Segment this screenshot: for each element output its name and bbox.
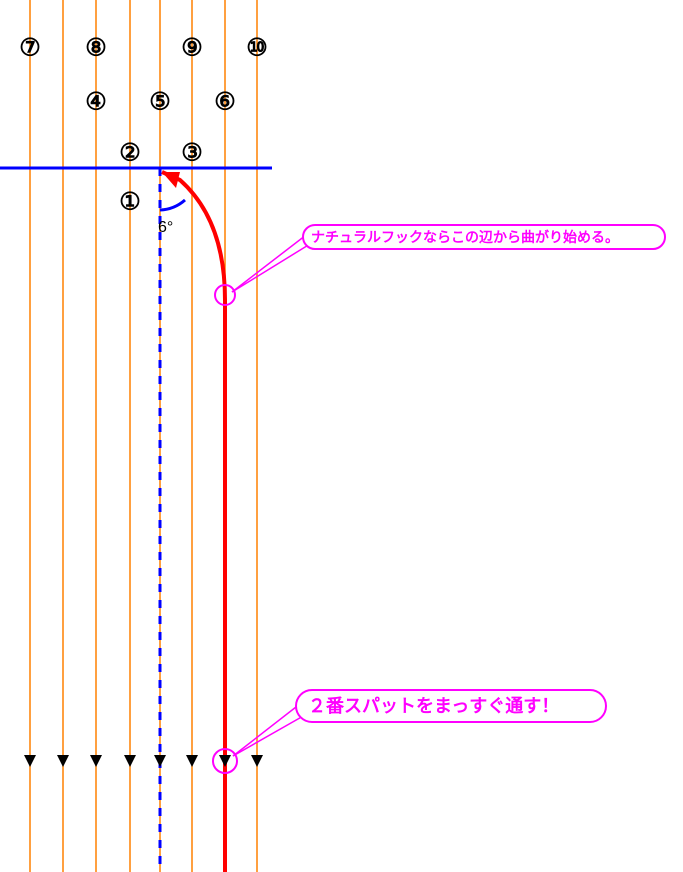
- bowling-lane-diagram: ① ② ③ ④ ⑤ ⑥ ⑦ ⑧ ⑨ ⑩ 6° ナチュラルフックならこの辺から曲がり始める。 ２番ス…: [0, 0, 683, 872]
- pin-9-label: ⑨: [181, 35, 203, 62]
- arrow-spat: [57, 755, 69, 767]
- arrow-spat: [251, 755, 263, 767]
- angle-arc: [160, 200, 185, 210]
- pin-1-label: ①: [119, 189, 141, 216]
- svg-text:ナチュラルフックならこの辺から曲がり始める。: ナチュラルフックならこの辺から曲がり始める。: [311, 229, 619, 245]
- arrow-spat: [90, 755, 102, 767]
- arrow-spats: [24, 755, 263, 767]
- arrow-spat: [24, 755, 36, 767]
- arrow-spat: [124, 755, 136, 767]
- pin-8-label: ⑧: [85, 35, 107, 62]
- board-lines: [30, 0, 257, 872]
- pin-labels: ① ② ③ ④ ⑤ ⑥ ⑦ ⑧ ⑨ ⑩: [19, 35, 268, 216]
- arrow-spat: [219, 755, 231, 767]
- angle-label: 6°: [158, 219, 173, 236]
- callout-spat-2: ２番スパットをまっすぐ通す！: [233, 690, 606, 756]
- arrow-spat: [154, 755, 166, 767]
- pin-10-label: ⑩: [246, 35, 268, 62]
- callout-hook-start: ナチュラルフックならこの辺から曲がり始める。: [232, 225, 665, 292]
- pin-5-label: ⑤: [149, 89, 171, 116]
- pin-4-label: ④: [85, 89, 107, 116]
- arrow-spat: [186, 755, 198, 767]
- svg-text:２番スパットをまっすぐ通す！: ２番スパットをまっすぐ通す！: [308, 696, 559, 716]
- pin-7-label: ⑦: [19, 35, 41, 62]
- pin-6-label: ⑥: [214, 89, 236, 116]
- pin-2-label: ②: [119, 140, 141, 167]
- ball-path-arrowhead: [162, 172, 180, 188]
- pin-3-label: ③: [181, 140, 203, 167]
